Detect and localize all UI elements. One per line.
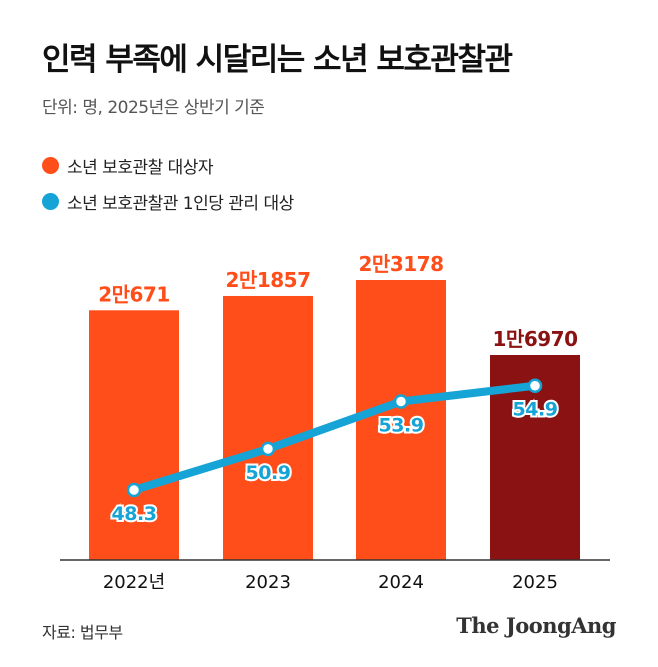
- publisher-logo: The JoongAng: [456, 613, 616, 638]
- line-point-2: [393, 394, 409, 409]
- legend-dot-bar: [42, 156, 59, 174]
- line-point-0: [126, 482, 142, 498]
- x-tick-label-2: 2024: [378, 572, 424, 593]
- legend-dot-line: [42, 192, 59, 210]
- bar-0: [89, 310, 179, 560]
- bar-value-label-3: 1만6970: [493, 327, 578, 351]
- bar-value-label-1: 2만1857: [226, 268, 311, 292]
- bar-1: [223, 295, 313, 560]
- line-value-label-1: 50.9: [246, 462, 291, 484]
- x-tick-label-3: 2025: [512, 572, 558, 593]
- legend-item-bar: 소년 보호관찰 대상자: [42, 152, 294, 178]
- line-value-label-3: 54.9: [513, 399, 558, 421]
- chart-title: 인력 부족에 시달리는 소년 보호관찰관: [42, 42, 513, 78]
- bar-value-label-2: 2만3178: [359, 252, 444, 276]
- line-series: [130, 381, 539, 494]
- line-value-label-0: 48.3: [112, 503, 157, 525]
- line-value-label-2: 53.9: [379, 415, 424, 437]
- x-tick-label-0: 2022년: [103, 572, 165, 593]
- bar-2: [356, 280, 446, 560]
- legend-item-line: 소년 보호관찰관 1인당 관리 대상: [42, 188, 294, 214]
- legend-label-line: 소년 보호관찰관 1인당 관리 대상: [67, 193, 294, 214]
- legend: 소년 보호관찰 대상자 소년 보호관찰관 1인당 관리 대상: [42, 152, 294, 224]
- bar-value-label-0: 2만671: [98, 282, 170, 306]
- line-point-3: [527, 378, 543, 393]
- x-tick-label-1: 2023: [245, 572, 291, 593]
- line-point-1: [260, 441, 276, 457]
- source-note: 자료: 법무부: [42, 623, 123, 642]
- chart-subtitle: 단위: 명, 2025년은 상반기 기준: [42, 98, 265, 118]
- legend-label-bar: 소년 보호관찰 대상자: [67, 157, 214, 178]
